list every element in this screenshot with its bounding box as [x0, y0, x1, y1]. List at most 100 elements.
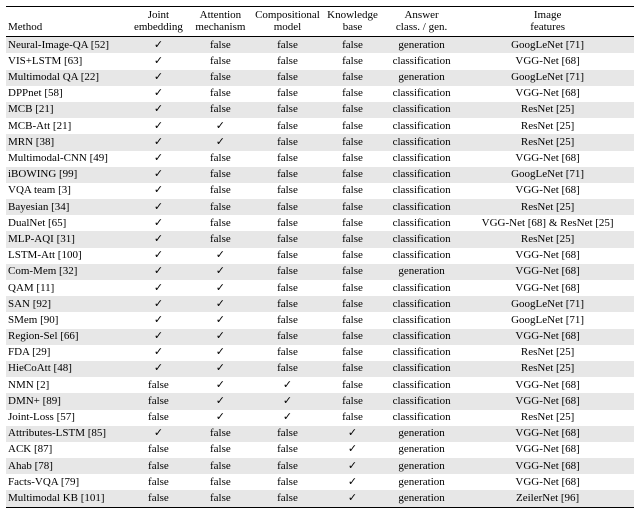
cell-kb: false	[323, 134, 382, 150]
cell-img: VGG-Net [68]	[461, 248, 634, 264]
table-row: SMem [90]✓✓falsefalseclassificationGoogL…	[6, 312, 634, 328]
table-row: Multimodal-CNN [49]✓falsefalsefalseclass…	[6, 151, 634, 167]
col-header-2: Attentionmechanism	[189, 7, 252, 37]
cell-kb: false	[323, 231, 382, 247]
cell-kb: false	[323, 183, 382, 199]
cell-kb: false	[323, 118, 382, 134]
table-row: Region-Sel [66]✓✓falsefalseclassificatio…	[6, 329, 634, 345]
cell-att: ✓	[189, 345, 252, 361]
cell-comp: false	[252, 345, 323, 361]
table-row: Neural-Image-QA [52]✓falsefalsefalsegene…	[6, 37, 634, 54]
cell-ans: classification	[382, 410, 461, 426]
cell-img: ResNet [25]	[461, 361, 634, 377]
cell-att: false	[189, 474, 252, 490]
cell-img: ResNet [25]	[461, 134, 634, 150]
cell-att: false	[189, 167, 252, 183]
cell-ans: classification	[382, 280, 461, 296]
cell-img: VGG-Net [68]	[461, 151, 634, 167]
cell-att: false	[189, 151, 252, 167]
cell-kb: false	[323, 70, 382, 86]
cell-kb: false	[323, 312, 382, 328]
table-row: MLP-AQI [31]✓falsefalsefalseclassificati…	[6, 231, 634, 247]
cell-comp: false	[252, 442, 323, 458]
cell-joint: ✓	[128, 151, 189, 167]
cell-ans: classification	[382, 53, 461, 69]
cell-ans: classification	[382, 86, 461, 102]
cell-kb: false	[323, 199, 382, 215]
cell-method: Region-Sel [66]	[6, 329, 128, 345]
cell-ans: classification	[382, 248, 461, 264]
cell-img: ZeilerNet [96]	[461, 490, 634, 507]
cell-method: Neural-Image-QA [52]	[6, 37, 128, 54]
cell-comp: false	[252, 264, 323, 280]
cell-img: VGG-Net [68]	[461, 474, 634, 490]
cell-ans: generation	[382, 490, 461, 507]
cell-method: Multimodal KB [101]	[6, 490, 128, 507]
table-row: SAN [92]✓✓falsefalseclassificationGoogLe…	[6, 296, 634, 312]
cell-img: GoogLeNet [71]	[461, 167, 634, 183]
cell-att: false	[189, 490, 252, 507]
cell-comp: false	[252, 490, 323, 507]
cell-ans: classification	[382, 361, 461, 377]
cell-att: ✓	[189, 377, 252, 393]
cell-kb: false	[323, 37, 382, 54]
cell-ans: classification	[382, 231, 461, 247]
cell-img: VGG-Net [68]	[461, 393, 634, 409]
cell-joint: ✓	[128, 183, 189, 199]
table-row: MCB [21]✓falsefalsefalseclassificationRe…	[6, 102, 634, 118]
cell-method: DualNet [65]	[6, 215, 128, 231]
cell-method: Joint-Loss [57]	[6, 410, 128, 426]
cell-ans: classification	[382, 118, 461, 134]
cell-img: GoogLeNet [71]	[461, 37, 634, 54]
cell-method: HieCoAtt [48]	[6, 361, 128, 377]
table-row: ACK [87]falsefalsefalse✓generationVGG-Ne…	[6, 442, 634, 458]
cell-ans: classification	[382, 393, 461, 409]
cell-ans: classification	[382, 134, 461, 150]
table-row: VQA team [3]✓falsefalsefalseclassificati…	[6, 183, 634, 199]
cell-img: GoogLeNet [71]	[461, 296, 634, 312]
cell-comp: false	[252, 296, 323, 312]
table-row: MCB-Att [21]✓✓falsefalseclassificationRe…	[6, 118, 634, 134]
cell-comp: false	[252, 102, 323, 118]
table-row: NMN [2]false✓✓falseclassificationVGG-Net…	[6, 377, 634, 393]
cell-ans: classification	[382, 102, 461, 118]
table-row: Attributes-LSTM [85]✓falsefalse✓generati…	[6, 426, 634, 442]
cell-att: ✓	[189, 248, 252, 264]
cell-method: ACK [87]	[6, 442, 128, 458]
cell-img: ResNet [25]	[461, 102, 634, 118]
cell-kb: false	[323, 248, 382, 264]
cell-method: iBOWING [99]	[6, 167, 128, 183]
cell-comp: false	[252, 458, 323, 474]
cell-method: Facts-VQA [79]	[6, 474, 128, 490]
cell-joint: ✓	[128, 345, 189, 361]
cell-img: GoogLeNet [71]	[461, 70, 634, 86]
cell-method: MLP-AQI [31]	[6, 231, 128, 247]
cell-comp: false	[252, 37, 323, 54]
cell-kb: false	[323, 264, 382, 280]
cell-img: VGG-Net [68]	[461, 442, 634, 458]
cell-kb: false	[323, 102, 382, 118]
cell-kb: false	[323, 53, 382, 69]
cell-att: false	[189, 86, 252, 102]
table-row: DualNet [65]✓falsefalsefalseclassificati…	[6, 215, 634, 231]
cell-att: false	[189, 37, 252, 54]
cell-comp: false	[252, 248, 323, 264]
table-row: LSTM-Att [100]✓✓falsefalseclassification…	[6, 248, 634, 264]
cell-img: VGG-Net [68]	[461, 183, 634, 199]
table-row: Facts-VQA [79]falsefalsefalse✓generation…	[6, 474, 634, 490]
cell-kb: ✓	[323, 442, 382, 458]
cell-img: ResNet [25]	[461, 231, 634, 247]
cell-method: VIS+LSTM [63]	[6, 53, 128, 69]
cell-kb: false	[323, 296, 382, 312]
cell-joint: ✓	[128, 37, 189, 54]
cell-kb: ✓	[323, 490, 382, 507]
cell-ans: generation	[382, 264, 461, 280]
cell-comp: false	[252, 231, 323, 247]
cell-joint: false	[128, 442, 189, 458]
cell-method: DPPnet [58]	[6, 86, 128, 102]
cell-img: VGG-Net [68]	[461, 53, 634, 69]
cell-joint: ✓	[128, 70, 189, 86]
cell-ans: classification	[382, 345, 461, 361]
cell-comp: false	[252, 167, 323, 183]
cell-att: ✓	[189, 118, 252, 134]
